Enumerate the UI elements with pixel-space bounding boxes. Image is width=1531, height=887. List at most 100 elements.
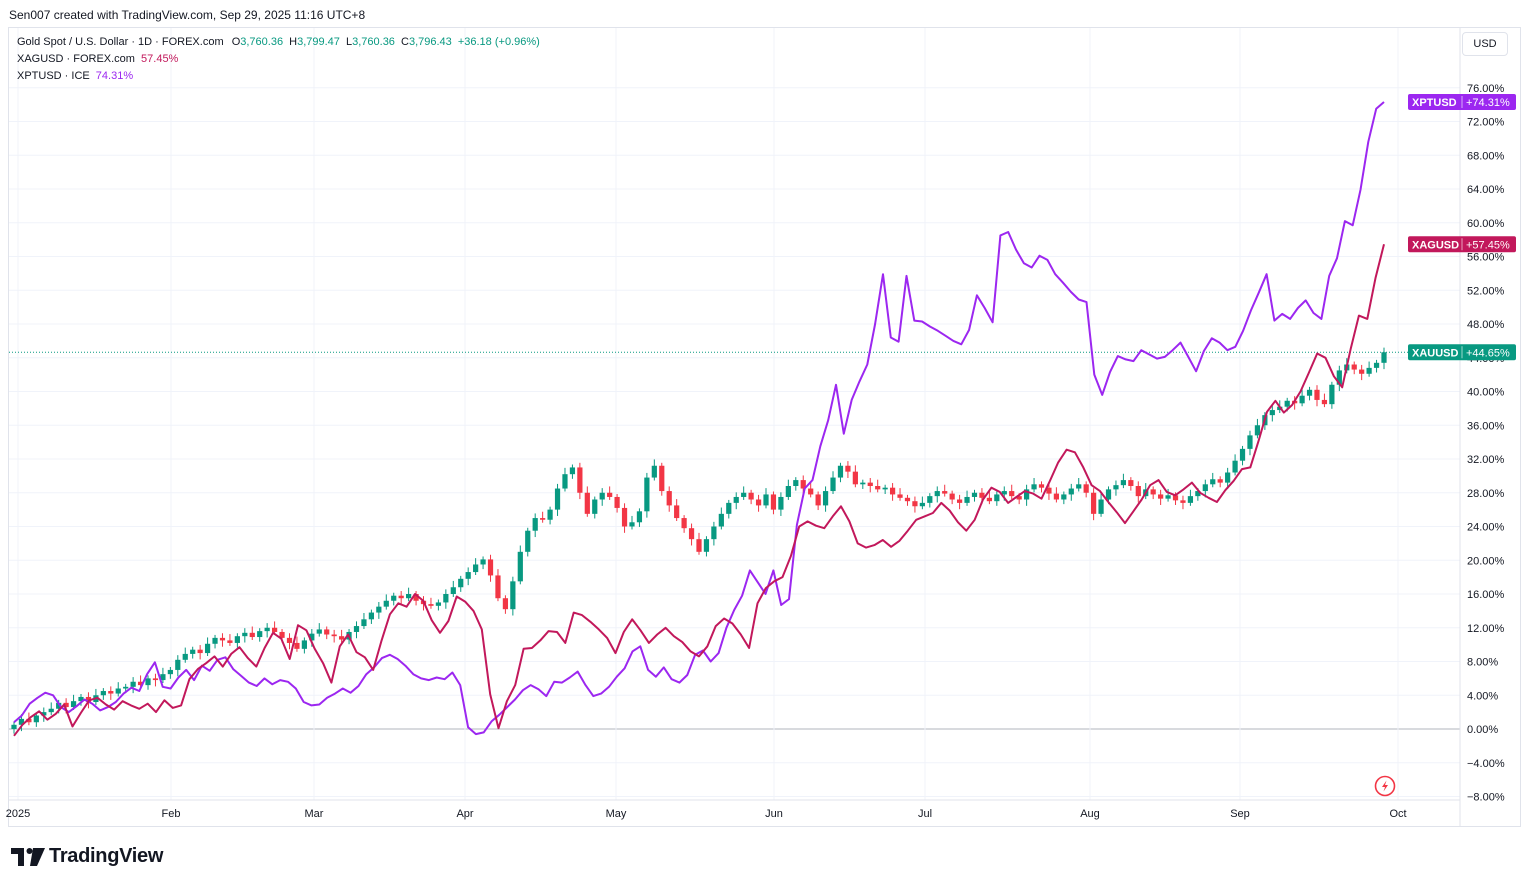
candle-body: [175, 659, 181, 670]
y-tick-label: 72.00%: [1467, 117, 1505, 129]
y-tick-label: 4.00%: [1467, 690, 1498, 702]
tag-value: +74.31%: [1466, 97, 1510, 109]
candle-body: [353, 626, 360, 632]
candle-body: [785, 486, 791, 497]
candle-body: [822, 491, 829, 506]
y-tick-label: 20.00%: [1467, 555, 1505, 567]
last-value-tag: XPTUSD +74.31%: [1408, 94, 1516, 111]
candle-body: [376, 606, 382, 613]
x-tick-label: Apr: [456, 808, 473, 820]
legend-open-label: O: [231, 36, 241, 48]
candle-body: [517, 551, 523, 582]
candle-body: [1046, 487, 1052, 494]
candle-body: [227, 640, 233, 643]
candle-body: [1076, 484, 1082, 489]
legend-platinum[interactable]: XPTUSD · ICE 74.31%: [17, 69, 133, 83]
candle-body: [852, 471, 858, 485]
candle-body: [808, 488, 814, 495]
legend-main: Gold Spot / U.S. Dollar · 1D · FOREX.com…: [17, 35, 540, 49]
candle-body: [85, 696, 92, 702]
candle-body: [1113, 485, 1119, 490]
candle-body: [78, 696, 84, 702]
candle-body: [473, 564, 479, 573]
candle-body: [249, 632, 255, 638]
candle-body: [108, 691, 114, 694]
y-tick-label: 32.00%: [1467, 454, 1505, 466]
x-tick-label: Jun: [765, 808, 783, 820]
candle-body: [703, 539, 710, 552]
candle-body: [100, 691, 106, 696]
candle-body: [584, 492, 590, 514]
x-tick-label: Feb: [162, 808, 181, 820]
candle-body: [547, 509, 553, 520]
chart-grid: [9, 28, 1461, 826]
legend-open-value: 3,760.36: [240, 36, 284, 48]
candle-body: [1351, 364, 1357, 370]
tag-value: +57.45%: [1466, 239, 1510, 251]
x-tick-label: Sep: [1230, 808, 1250, 820]
candle-body: [398, 595, 404, 599]
legend-change: +36.18 (+0.96%): [457, 36, 540, 48]
candle-body: [383, 600, 389, 607]
candle-body: [614, 496, 620, 508]
candle-body: [525, 530, 531, 552]
lightning-icon: [1374, 775, 1396, 797]
candle-body: [1180, 500, 1186, 503]
candle-body: [688, 528, 695, 540]
candle-body: [1247, 435, 1253, 449]
legend-low-value: 3,760.36: [352, 36, 395, 48]
candle-body: [562, 474, 568, 489]
currency-button[interactable]: USD: [1462, 32, 1508, 56]
candle-body: [301, 640, 307, 649]
chart-credit: Sen007 created with TradingView.com, Sep…: [9, 8, 366, 22]
candle-body: [465, 572, 471, 579]
candle-body: [733, 496, 739, 503]
tag-symbol: XPTUSD: [1412, 97, 1457, 109]
legend-silver[interactable]: XAGUSD · FOREX.com 57.45%: [17, 52, 178, 66]
candle-body: [1232, 460, 1238, 473]
chart-frame: [8, 27, 1521, 827]
y-tick-label: 48.00%: [1467, 319, 1505, 331]
candle-body: [48, 708, 54, 713]
candle-body: [197, 649, 203, 654]
candle-body: [711, 526, 717, 540]
candle-body: [339, 636, 345, 640]
candle-body: [1329, 384, 1335, 405]
y-tick-label: 60.00%: [1467, 218, 1505, 230]
gold-candles: [11, 347, 1387, 734]
candle-body: [286, 637, 293, 643]
candle-body: [145, 678, 151, 686]
candle-body: [495, 575, 501, 599]
candle-body: [123, 686, 129, 689]
candle-body: [569, 467, 576, 475]
candle-body: [860, 482, 866, 485]
candle-body: [949, 493, 955, 500]
tag-symbol: XAUUSD: [1412, 347, 1459, 359]
candle-body: [666, 491, 672, 506]
candle-body: [1001, 491, 1007, 495]
y-tick-label: 12.00%: [1467, 623, 1505, 635]
candle-body: [629, 522, 635, 527]
candle-body: [152, 678, 159, 681]
candle-body: [659, 465, 665, 492]
candle-body: [651, 465, 657, 478]
candle-body: [748, 492, 754, 500]
candle-body: [33, 715, 39, 723]
y-tick-label: 36.00%: [1467, 420, 1505, 432]
candle-body: [115, 688, 121, 694]
candle-body: [63, 702, 69, 708]
brand-name: TradingView: [49, 845, 164, 867]
y-tick-label: −4.00%: [1467, 758, 1505, 770]
candle-body: [257, 631, 263, 638]
candle-body: [487, 559, 494, 576]
candle-body: [1105, 489, 1112, 500]
candle-body: [279, 631, 285, 638]
candle-body: [435, 602, 442, 606]
candle-body: [182, 653, 188, 660]
candle-body: [830, 477, 836, 492]
candle-body: [882, 487, 888, 490]
candle-body: [1172, 495, 1179, 501]
candle-body: [554, 488, 561, 510]
candle-body: [793, 480, 799, 486]
